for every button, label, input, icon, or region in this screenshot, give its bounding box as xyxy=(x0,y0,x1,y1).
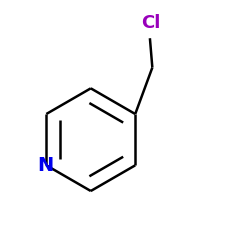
Text: N: N xyxy=(37,156,53,175)
Text: Cl: Cl xyxy=(142,14,161,32)
